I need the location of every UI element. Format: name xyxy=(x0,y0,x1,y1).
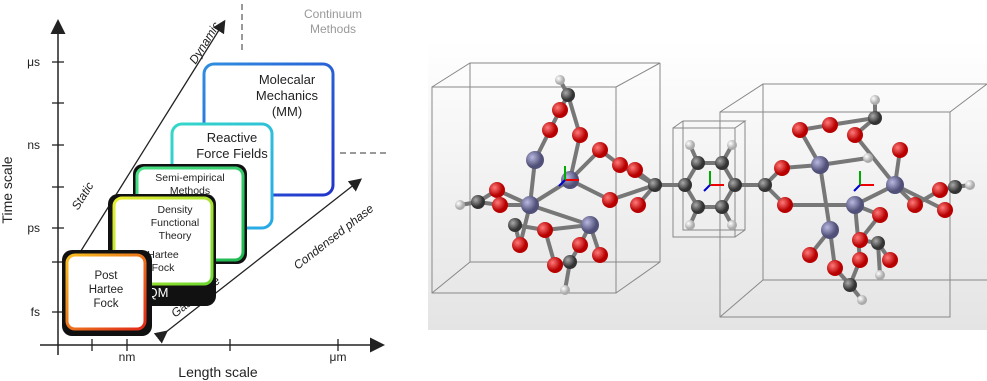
atom xyxy=(648,178,662,192)
atom xyxy=(678,178,692,192)
atom xyxy=(627,162,643,178)
atom xyxy=(691,156,705,170)
text-line: Fock xyxy=(94,298,119,310)
atom xyxy=(630,197,646,213)
atom xyxy=(868,111,882,125)
text-line: (MM) xyxy=(272,104,302,119)
atom xyxy=(802,247,818,263)
atom xyxy=(592,142,608,158)
atom xyxy=(774,160,790,176)
arrow-label: Condensed phase xyxy=(291,201,377,272)
atom xyxy=(685,220,695,230)
atom xyxy=(508,218,522,232)
atom xyxy=(846,196,864,214)
atom xyxy=(821,221,839,239)
text-line: Semi-empirical xyxy=(155,172,224,184)
atom xyxy=(852,252,868,268)
atom xyxy=(863,153,873,163)
arrow-label: Static xyxy=(69,179,97,212)
atom xyxy=(847,127,863,143)
text-line: Functional xyxy=(151,217,199,229)
atom xyxy=(542,122,558,138)
atom xyxy=(907,197,923,213)
atom xyxy=(965,180,975,190)
text-line: Hartee xyxy=(89,284,124,296)
y-tick-label: fs xyxy=(31,305,40,319)
x-tick-label: nm xyxy=(119,350,136,364)
atom xyxy=(871,236,885,250)
text-line: Reactive xyxy=(207,130,258,145)
atom xyxy=(521,196,539,214)
atom xyxy=(822,117,838,133)
atom xyxy=(560,285,570,295)
y-tick-label: ps xyxy=(27,221,40,235)
atom xyxy=(870,95,880,105)
atom xyxy=(526,151,544,169)
atom xyxy=(547,257,563,273)
text-line: Continuum xyxy=(304,7,362,21)
atom xyxy=(552,102,568,118)
atom xyxy=(948,180,962,194)
atom xyxy=(857,295,867,305)
atom xyxy=(882,252,898,268)
text-line: Molecalar xyxy=(259,72,316,87)
atom xyxy=(886,176,904,194)
atom xyxy=(932,182,948,198)
x-axis-label: Length scale xyxy=(178,364,258,380)
atom xyxy=(937,202,953,218)
atom xyxy=(572,127,588,143)
y-tick-label: ns xyxy=(27,138,40,152)
text-line: Fock xyxy=(152,262,176,274)
atom xyxy=(612,157,628,173)
atom xyxy=(592,247,608,263)
atom xyxy=(777,197,793,213)
atom xyxy=(758,178,772,192)
atom xyxy=(563,255,577,269)
text-line: Mechanics xyxy=(256,88,319,103)
atom xyxy=(728,178,742,192)
atom xyxy=(691,200,705,214)
atom xyxy=(827,260,843,276)
atom xyxy=(715,156,729,170)
text-line: Hartee xyxy=(147,249,179,261)
atom xyxy=(561,88,575,102)
left-panel: fs ps ns μs nm μm Time scale Length scal… xyxy=(0,4,388,380)
atom xyxy=(892,142,908,158)
atom xyxy=(792,122,808,138)
atom xyxy=(471,195,485,209)
atom xyxy=(572,237,588,253)
text-line: Methods xyxy=(310,22,356,36)
atom xyxy=(727,140,737,150)
text-line: Density xyxy=(157,204,193,216)
atom xyxy=(537,222,553,238)
atom xyxy=(685,140,695,150)
text-line: Post xyxy=(94,270,118,282)
y-tick-label: μs xyxy=(27,55,40,69)
atom xyxy=(602,192,618,208)
atom xyxy=(727,220,737,230)
atom xyxy=(843,278,857,292)
y-axis-label: Time scale xyxy=(0,156,15,223)
atom xyxy=(492,197,508,213)
atom xyxy=(811,156,829,174)
text-line: Theory xyxy=(159,230,192,242)
atom xyxy=(715,200,729,214)
figure: fs ps ns μs nm μm Time scale Length scal… xyxy=(0,0,987,381)
text-line: Force Fields xyxy=(196,146,268,161)
atom xyxy=(489,182,505,198)
atom xyxy=(852,232,868,248)
atom xyxy=(875,270,885,280)
arrow-label: Dynamic xyxy=(186,19,223,66)
molecule-render xyxy=(428,40,987,330)
x-tick-label: μm xyxy=(330,350,347,364)
atom xyxy=(512,237,528,253)
atom xyxy=(872,207,888,223)
atom xyxy=(581,216,599,234)
atom xyxy=(455,200,465,210)
atom xyxy=(555,75,565,85)
